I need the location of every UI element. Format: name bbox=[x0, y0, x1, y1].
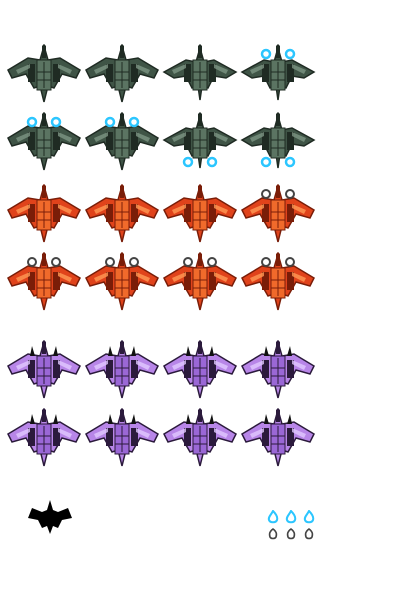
purple-fighter-ship-icon bbox=[163, 340, 237, 399]
green-ship-sprite bbox=[84, 44, 160, 106]
smoke-icon bbox=[268, 528, 278, 540]
orange-fighter-ship-icon bbox=[85, 252, 159, 311]
orange-ship-sprite bbox=[240, 184, 316, 246]
ship-shadow-sprite bbox=[28, 500, 72, 534]
orange-ship-sprite bbox=[84, 252, 160, 314]
flame-icon bbox=[285, 510, 297, 524]
flame-effect-sprite bbox=[302, 510, 316, 524]
orange-ship-sprite bbox=[162, 184, 238, 246]
green-fighter-ship-icon bbox=[7, 112, 81, 171]
flame-effect-sprite bbox=[266, 510, 280, 524]
shadow-ship-icon bbox=[28, 500, 72, 534]
green-fighter-ship-icon bbox=[240, 44, 316, 101]
orange-fighter-ship-icon bbox=[85, 184, 159, 243]
green-fighter-ship-icon bbox=[162, 112, 238, 169]
smoke-effect-sprite bbox=[302, 527, 316, 541]
orange-ship-sprite bbox=[162, 252, 238, 314]
flame-icon bbox=[267, 510, 279, 524]
purple-fighter-ship-icon bbox=[85, 340, 159, 399]
purple-ship-sprite bbox=[240, 340, 316, 402]
purple-fighter-ship-icon bbox=[241, 340, 315, 399]
purple-ship-sprite bbox=[84, 408, 160, 470]
green-ship-sprite bbox=[162, 112, 238, 174]
orange-fighter-ship-icon bbox=[241, 252, 315, 311]
purple-ship-sprite bbox=[162, 340, 238, 402]
green-ship-sprite bbox=[6, 112, 82, 174]
purple-ship-sprite bbox=[6, 340, 82, 402]
purple-fighter-ship-icon bbox=[85, 408, 159, 467]
orange-fighter-ship-icon bbox=[7, 252, 81, 311]
green-fighter-ship-icon bbox=[85, 44, 159, 103]
green-fighter-ship-icon bbox=[85, 112, 159, 171]
orange-ship-sprite bbox=[84, 184, 160, 246]
smoke-effect-sprite bbox=[284, 527, 298, 541]
purple-ship-sprite bbox=[84, 340, 160, 402]
purple-fighter-ship-icon bbox=[163, 408, 237, 467]
green-fighter-ship-icon bbox=[7, 44, 81, 103]
green-ship-sprite bbox=[240, 112, 316, 174]
green-ship-sprite bbox=[84, 112, 160, 174]
smoke-icon bbox=[304, 528, 314, 540]
flame-icon bbox=[303, 510, 315, 524]
purple-fighter-ship-icon bbox=[7, 340, 81, 399]
flame-effect-sprite bbox=[284, 510, 298, 524]
orange-fighter-ship-icon bbox=[163, 184, 237, 243]
purple-fighter-ship-icon bbox=[241, 408, 315, 467]
orange-ship-sprite bbox=[6, 252, 82, 314]
purple-fighter-ship-icon bbox=[7, 408, 81, 467]
purple-ship-sprite bbox=[240, 408, 316, 470]
green-ship-sprite bbox=[240, 44, 316, 106]
orange-fighter-ship-icon bbox=[7, 184, 81, 243]
orange-ship-sprite bbox=[6, 184, 82, 246]
orange-ship-sprite bbox=[240, 252, 316, 314]
smoke-icon bbox=[286, 528, 296, 540]
orange-fighter-ship-icon bbox=[241, 184, 315, 243]
green-ship-sprite bbox=[6, 44, 82, 106]
orange-fighter-ship-icon bbox=[163, 252, 237, 311]
smoke-effect-sprite bbox=[266, 527, 280, 541]
purple-ship-sprite bbox=[6, 408, 82, 470]
green-fighter-ship-icon bbox=[240, 112, 316, 169]
purple-ship-sprite bbox=[162, 408, 238, 470]
green-ship-sprite bbox=[162, 44, 238, 106]
green-fighter-ship-icon bbox=[162, 44, 238, 101]
